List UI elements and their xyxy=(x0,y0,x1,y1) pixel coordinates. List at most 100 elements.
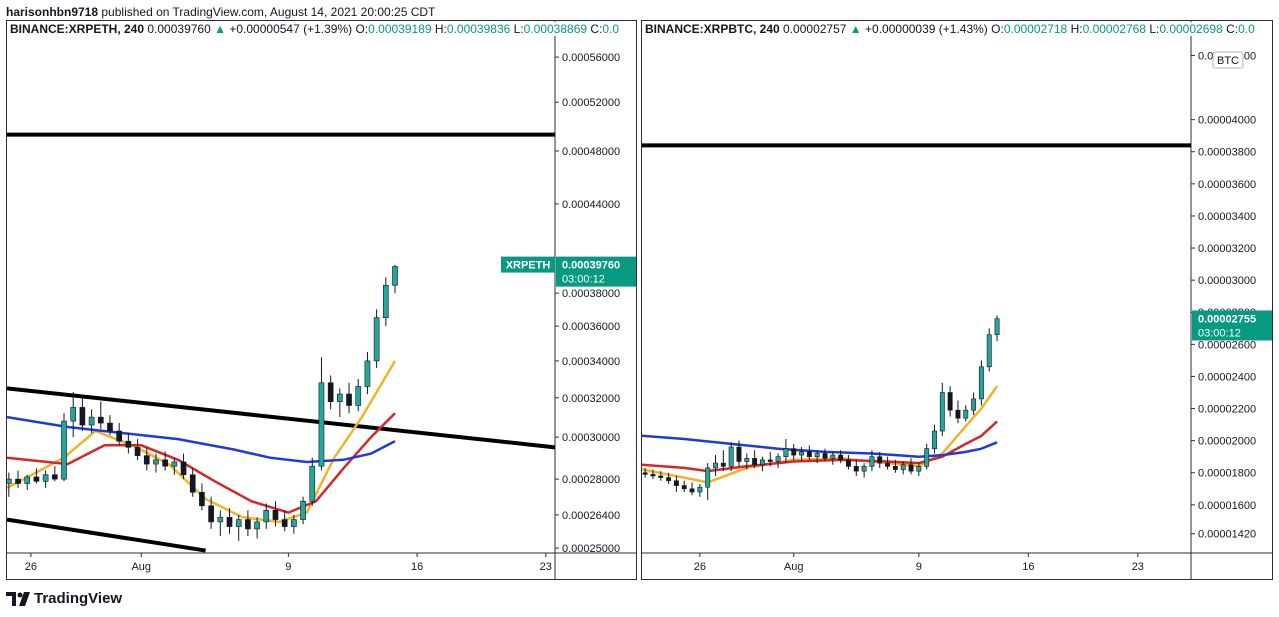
legend-symbol[interactable]: BINANCE:XRPETH, 240 xyxy=(10,22,145,36)
candle xyxy=(254,517,260,539)
legend-low: 0.00002698 xyxy=(1159,22,1223,36)
candle xyxy=(697,483,703,497)
legend-close-label: C: xyxy=(1226,22,1239,36)
price-chart-xrpbtc[interactable]: 0.000044000.000040000.000038000.00003600… xyxy=(642,21,1273,580)
candle-body xyxy=(673,480,679,486)
candle xyxy=(924,443,930,470)
candle-body xyxy=(799,451,804,456)
y-tick-label: 0.00036000 xyxy=(562,321,620,333)
candle xyxy=(892,459,898,473)
candle-body xyxy=(51,474,58,480)
candle-body xyxy=(199,491,205,507)
candle-body xyxy=(986,334,992,368)
candle xyxy=(134,439,141,460)
candle xyxy=(978,360,984,406)
candle-body xyxy=(309,465,316,502)
tradingview-logo-icon xyxy=(6,591,30,606)
candle-body xyxy=(153,459,159,465)
candle-body xyxy=(932,430,937,449)
y-tick-label: 0.00003200 xyxy=(1198,243,1256,255)
legend-high-label: H: xyxy=(434,22,447,36)
candle xyxy=(752,450,758,468)
legend-change: +0.00000039 (+1.43%) xyxy=(865,22,988,36)
candle-body xyxy=(217,516,224,523)
chart-panel-xrpeth[interactable]: BINANCE:XRPETH, 240 0.00039760 ▲ +0.0000… xyxy=(6,20,637,580)
x-tick-label: 23 xyxy=(540,561,552,573)
candle xyxy=(272,501,279,527)
candle-body xyxy=(697,486,703,493)
x-tick-label: Aug xyxy=(131,561,151,573)
candle xyxy=(79,397,86,432)
candle xyxy=(88,409,95,434)
candle xyxy=(153,453,159,473)
candle-body xyxy=(939,392,945,432)
candle-body xyxy=(720,462,726,467)
y-tick-label: 0.00002400 xyxy=(1198,371,1256,383)
author-name[interactable]: harisonhbn9718 xyxy=(6,5,99,19)
tradingview-logo[interactable]: TradingView xyxy=(6,590,122,607)
candle-body xyxy=(88,416,95,426)
candle-body xyxy=(853,466,859,472)
candle-body xyxy=(885,462,891,467)
candle-body xyxy=(226,516,233,527)
candle xyxy=(689,482,695,496)
candle xyxy=(744,453,750,470)
price-tag-bg xyxy=(556,256,636,287)
candle-body xyxy=(846,459,851,467)
candle xyxy=(885,456,891,470)
symbol-tag-label: XRPETH xyxy=(506,260,551,272)
candle xyxy=(97,401,104,430)
candle xyxy=(392,265,398,294)
candle xyxy=(217,510,224,537)
legend-open: 0.00002718 xyxy=(1003,22,1068,36)
candle-body xyxy=(736,446,742,462)
candle xyxy=(318,357,325,471)
candle xyxy=(24,474,31,491)
legend-open-label: O: xyxy=(355,22,369,36)
candle-body xyxy=(908,464,914,472)
price-tag-countdown: 03:00:12 xyxy=(562,274,605,286)
chart-legend: BINANCE:XRPBTC, 240 0.00002757 ▲ +0.0000… xyxy=(645,22,1255,36)
candle-body xyxy=(978,366,984,400)
candle-body xyxy=(822,453,828,459)
candle xyxy=(986,328,992,372)
candle xyxy=(382,277,389,327)
candle-body xyxy=(355,386,362,406)
legend-open: 0.00039189 xyxy=(368,22,432,36)
candle-body xyxy=(107,422,113,432)
candle-body xyxy=(208,505,214,523)
candle xyxy=(650,469,656,480)
candle-body xyxy=(33,476,40,482)
candle xyxy=(7,472,12,497)
candle xyxy=(364,352,371,395)
moving-average-line xyxy=(7,415,396,464)
chart-panel-xrpbtc[interactable]: BINANCE:XRPBTC, 240 0.00002757 ▲ +0.0000… xyxy=(641,20,1273,580)
candle-body xyxy=(364,360,371,387)
candle xyxy=(51,466,58,482)
candle-body xyxy=(924,448,930,467)
x-tick-label: 16 xyxy=(1022,561,1034,573)
candle xyxy=(337,388,343,418)
y-tick-label: 0.00001600 xyxy=(1198,500,1256,512)
candle-body xyxy=(263,510,270,523)
y-tick-label: 0.00001800 xyxy=(1198,468,1256,480)
legend-open-label: O: xyxy=(991,22,1004,36)
price-tag-value: 0.00039760 xyxy=(562,260,620,272)
candle xyxy=(309,457,316,506)
legend-symbol[interactable]: BINANCE:XRPBTC, 240 xyxy=(645,22,780,36)
y-tick-label: 0.00034000 xyxy=(562,356,620,368)
candle-body xyxy=(254,521,260,530)
price-chart-xrpeth[interactable]: 0.00056000 0.00052000 0.00048000 0.00044000… xyxy=(7,21,637,580)
candle xyxy=(861,463,867,478)
candle-body xyxy=(783,448,789,457)
candle-body xyxy=(994,318,1000,336)
candle xyxy=(783,439,789,464)
candle-body xyxy=(143,455,150,465)
candle xyxy=(705,463,711,501)
legend-change: +0.00000547 (+1.39%) xyxy=(229,22,353,36)
currency-label: BTC xyxy=(1217,55,1239,67)
candle-body xyxy=(61,420,67,480)
legend-high: 0.00002768 xyxy=(1082,22,1146,36)
y-tick-label: 0.00025000 xyxy=(562,543,620,555)
y-tick-label: 0.00030000 xyxy=(562,432,620,444)
